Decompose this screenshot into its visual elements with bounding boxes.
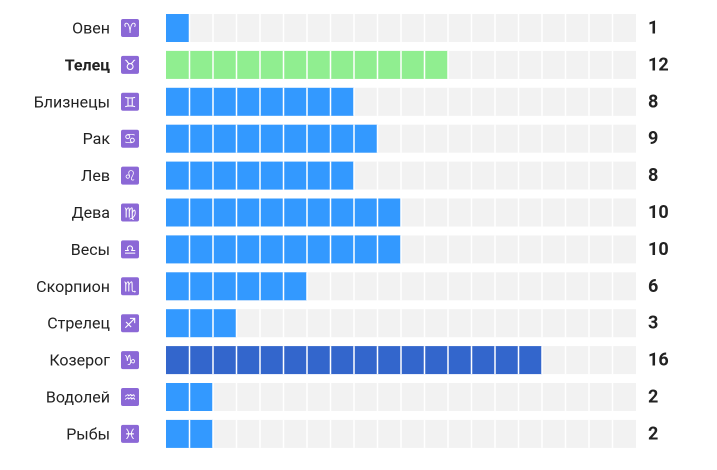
- value-label: 9: [648, 128, 658, 149]
- sign-symbol: ♎: [124, 242, 137, 258]
- sign-symbol: ♊: [124, 95, 137, 111]
- sign-symbol: ♋: [124, 132, 137, 148]
- category-label: Дева: [72, 203, 110, 222]
- category-label: Стрелец: [47, 314, 110, 333]
- sign-icon: [121, 129, 139, 148]
- sign-icon: [121, 92, 139, 111]
- value-label: 10: [648, 239, 669, 260]
- value-label: 3: [648, 313, 658, 334]
- sign-symbol: ♉: [124, 58, 137, 74]
- sign-icon: [121, 55, 139, 74]
- bar: [166, 124, 378, 153]
- category-label: Весы: [71, 240, 110, 259]
- category-label: Скорпион: [36, 277, 110, 296]
- category-label: Козерог: [49, 351, 110, 370]
- value-label: 1: [648, 18, 658, 39]
- value-label: 2: [648, 423, 658, 444]
- bar: [166, 14, 190, 42]
- sign-icon: [121, 19, 139, 37]
- category-label: Овен: [72, 19, 110, 38]
- value-label: 10: [648, 202, 669, 223]
- category-label: Близнецы: [34, 92, 110, 111]
- sign-symbol: ♈: [124, 21, 137, 37]
- sign-icon: [121, 277, 139, 296]
- value-label: 16: [648, 350, 669, 371]
- value-label: 8: [648, 91, 658, 112]
- value-label: 8: [648, 165, 658, 186]
- category-label: Рыбы: [66, 424, 110, 443]
- sign-icon: [121, 166, 139, 185]
- category-label: Лев: [81, 166, 110, 185]
- sign-symbol: ♑: [124, 353, 137, 369]
- sign-symbol: ♌: [124, 169, 137, 185]
- bar: [166, 309, 237, 338]
- sign-icon: [121, 424, 139, 443]
- category-label: Водолей: [46, 388, 110, 407]
- sign-icon: [121, 351, 139, 370]
- sign-symbol: ♒: [124, 390, 137, 406]
- category-label: Телец: [65, 55, 111, 74]
- value-label: 6: [648, 276, 658, 297]
- value-label: 12: [648, 54, 669, 75]
- category-label: Рак: [83, 129, 111, 148]
- sign-symbol: ♐: [124, 316, 137, 332]
- sign-symbol: ♓: [124, 427, 137, 443]
- sign-icon: [121, 314, 139, 333]
- sign-icon: [121, 388, 139, 406]
- sign-symbol: ♏: [124, 279, 137, 295]
- sign-icon: [121, 240, 139, 259]
- sign-symbol: ♍: [124, 206, 137, 222]
- value-label: 2: [648, 387, 658, 408]
- sign-icon: [121, 203, 139, 222]
